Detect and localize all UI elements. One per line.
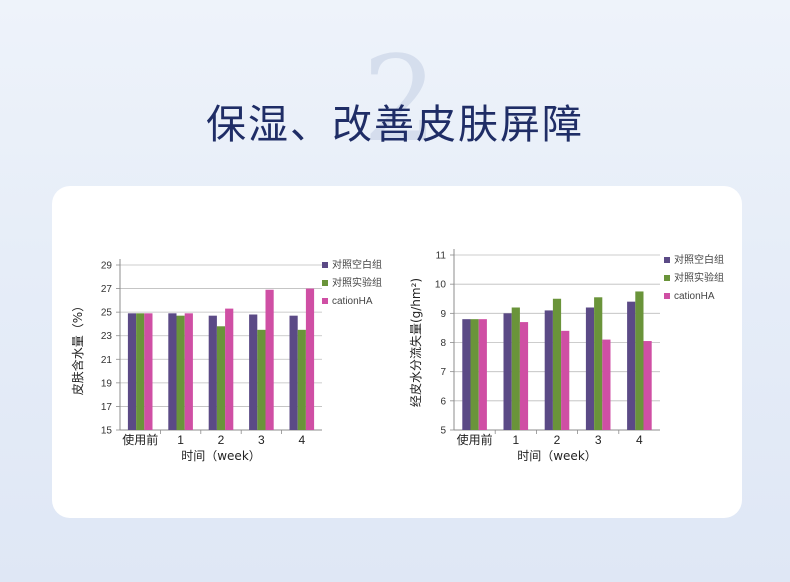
chart-tewl-svg: 5 6 7 8 9 10 11 使用前 1 2 3 4 时间（week） 经皮水分流失量(g/hm²) 对照… [408,249,724,463]
bar [265,289,274,430]
bar [305,288,315,430]
bar [544,310,553,430]
bar [136,313,145,430]
y-tick-label: 25 [101,308,113,319]
bar [643,341,652,430]
y-tick-label: 27 [101,284,113,295]
x-tick-label: 4 [298,433,305,447]
x-tick-label: 3 [595,433,602,447]
x-tick-label: 使用前 [457,432,493,447]
bar [462,319,471,430]
y-tick-label: 19 [101,378,113,389]
x-tick-label: 2 [554,433,561,447]
legend-swatch [664,257,670,263]
bar [627,301,636,430]
bar [144,313,153,430]
chart-card [52,186,742,518]
legend-label: cationHA [674,291,715,302]
legend-label: cationHA [332,296,373,307]
y-tick-label: 21 [101,355,113,366]
bar [297,329,306,430]
background-numeral: 2 [362,30,438,168]
bar [635,291,644,430]
legend-swatch [322,298,328,304]
chart-tewl: 5 6 7 8 9 10 11 使用前 1 2 3 4 时间（week） 经皮水分流失量(g/hm²) 对照… [408,240,730,470]
page-title: 保湿、改善皮肤屏障 [206,102,584,148]
legend-swatch [322,262,328,268]
bar [519,322,529,430]
x-axis-label: 时间（week） [517,449,597,463]
y-tick-label: 11 [436,251,447,262]
bar [511,307,520,430]
y-axis-label: 经皮水分流失量(g/hm²) [408,278,423,407]
x-tick-label: 4 [636,433,643,447]
y-tick-label: 6 [440,396,446,407]
bar [561,330,570,430]
bar [225,308,234,430]
x-tick-label: 使用前 [122,432,158,447]
bar [176,315,185,430]
legend-label: 对照空白组 [674,253,724,266]
legend-label: 对照实验组 [332,276,382,289]
x-tick-label: 1 [177,433,184,447]
bar [585,307,595,430]
y-tick-label: 9 [440,309,446,320]
bar [257,329,266,430]
x-tick-label: 1 [512,433,519,447]
x-tick-label: 3 [258,433,265,447]
x-axis-label: 时间（week） [181,449,261,463]
bar [168,313,177,430]
y-tick-label: 23 [101,331,113,342]
y-tick-label: 15 [101,426,113,437]
bar [208,315,217,430]
legend-swatch [322,280,328,286]
chart-skin-moisture: 15 17 19 21 23 25 27 29 使用前 1 2 3 4 时间（week） 皮肤含水量（%）对… [70,240,382,470]
y-tick-label: 17 [101,402,113,413]
bar [289,315,298,430]
legend-swatch [664,275,670,281]
legend-label: 对照实验组 [674,271,724,284]
bar [470,319,479,430]
bar [249,314,258,430]
y-tick-label: 7 [440,367,446,378]
x-tick-label: 2 [218,433,225,447]
y-tick-label: 29 [101,261,113,272]
y-tick-label: 8 [440,338,446,349]
bar [184,313,193,430]
legend-swatch [664,293,670,299]
legend-label: 对照空白组 [332,258,382,271]
bar [127,313,137,430]
bar [552,298,562,430]
y-axis-label: 皮肤含水量（%） [70,300,85,395]
bar [216,326,226,430]
bar [503,313,512,430]
y-tick-label: 5 [440,426,446,437]
bar [602,339,611,430]
bar [594,297,603,430]
bar [478,319,487,430]
y-tick-label: 10 [435,280,447,291]
